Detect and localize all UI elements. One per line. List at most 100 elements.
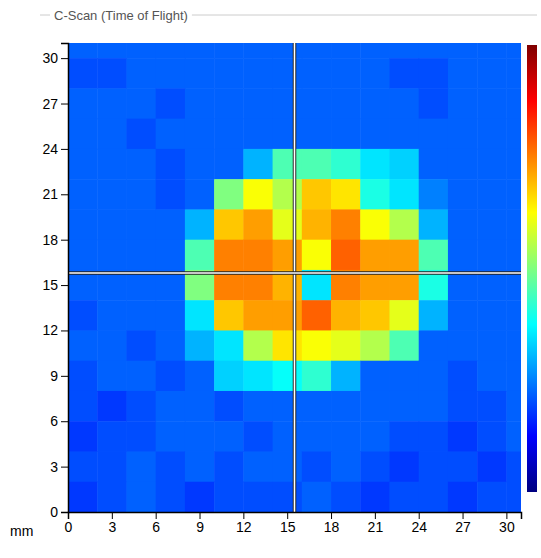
heat-cell <box>214 240 244 271</box>
heat-cell <box>97 391 127 422</box>
heat-cell <box>477 209 507 240</box>
heat-cell <box>185 149 215 180</box>
heat-cell <box>506 88 521 119</box>
heat-cell <box>97 482 127 512</box>
heat-cell <box>68 43 98 59</box>
heat-cell <box>68 209 98 240</box>
tick-label: 6 <box>50 413 58 429</box>
heat-cell <box>477 58 507 89</box>
heat-cell <box>68 179 98 210</box>
heat-cell <box>419 300 449 331</box>
tick: 30 <box>42 50 68 66</box>
heat-cell <box>273 119 303 150</box>
heat-cell <box>389 240 419 271</box>
tick-label: 9 <box>196 519 204 535</box>
heat-cell <box>156 421 186 452</box>
tick-mark <box>375 512 376 519</box>
heat-cell <box>185 361 215 392</box>
heat-cell <box>97 300 127 331</box>
heat-cell <box>156 451 186 482</box>
heat-cell <box>156 43 186 59</box>
heat-cell <box>419 119 449 150</box>
heat-cell <box>331 88 361 119</box>
heat-cell <box>419 482 449 512</box>
tick: 9 <box>50 368 68 384</box>
tick: 21 <box>42 186 68 202</box>
heat-cell <box>126 482 156 512</box>
colorbar <box>527 45 537 492</box>
heat-cell <box>273 88 303 119</box>
heat-cell <box>302 209 332 240</box>
heat-cell <box>506 43 521 59</box>
cursor-line[interactable] <box>68 272 521 274</box>
heat-cell <box>448 451 478 482</box>
heat-cell <box>477 149 507 180</box>
heat-cell <box>302 88 332 119</box>
heat-cell <box>448 209 478 240</box>
tick: 15 <box>42 277 68 293</box>
tick: 3 <box>108 512 116 535</box>
heat-cell <box>126 179 156 210</box>
heat-cell <box>126 119 156 150</box>
heat-cell <box>243 119 273 150</box>
heat-cell <box>156 240 186 271</box>
heat-cell <box>360 361 390 392</box>
heat-cell <box>302 482 332 512</box>
heat-cell <box>360 43 390 59</box>
heat-cell <box>214 300 244 331</box>
frame-line <box>192 15 537 16</box>
tick: 12 <box>236 512 252 535</box>
heat-cell <box>273 451 303 482</box>
heat-cell <box>243 361 273 392</box>
tick-label: 27 <box>42 95 58 111</box>
heat-cell <box>185 209 215 240</box>
heat-cell <box>389 209 419 240</box>
heat-cell <box>506 209 521 240</box>
heat-cell <box>360 240 390 271</box>
tick: 18 <box>324 512 340 535</box>
tick-label: 21 <box>368 519 384 535</box>
heat-cell <box>156 88 186 119</box>
tick-mark <box>61 467 68 468</box>
heat-cell <box>97 149 127 180</box>
heat-cell <box>331 119 361 150</box>
heat-cell <box>185 88 215 119</box>
tick-mark <box>506 512 507 519</box>
heat-cell <box>477 421 507 452</box>
heat-cell <box>389 58 419 89</box>
heat-cell <box>156 119 186 150</box>
tick-label: 0 <box>50 504 58 520</box>
heat-cell <box>477 300 507 331</box>
cursor-line[interactable] <box>294 43 296 512</box>
heat-cell <box>185 300 215 331</box>
heat-cell <box>389 421 419 452</box>
tick-label: 21 <box>42 186 58 202</box>
heat-cell <box>419 43 449 59</box>
heat-cell <box>156 330 186 361</box>
tick: 27 <box>42 95 68 111</box>
heat-cell <box>331 179 361 210</box>
heat-cell <box>97 119 127 150</box>
heat-cell <box>68 361 98 392</box>
heat-cell <box>68 119 98 150</box>
heat-cell <box>477 330 507 361</box>
heat-cell <box>273 300 303 331</box>
heat-cell <box>68 240 98 271</box>
tick: 0 <box>65 512 73 535</box>
heat-cell <box>97 361 127 392</box>
heat-cell <box>97 451 127 482</box>
heat-cell <box>185 58 215 89</box>
heat-cell <box>331 391 361 422</box>
tick-label: 9 <box>50 368 58 384</box>
heat-cell <box>273 330 303 361</box>
heat-cell <box>68 421 98 452</box>
heat-cell <box>331 58 361 89</box>
heat-cell <box>506 482 521 512</box>
heat-cell <box>331 421 361 452</box>
heat-cell <box>302 149 332 180</box>
heat-cell <box>360 391 390 422</box>
heat-cell <box>477 482 507 512</box>
heat-cell <box>506 240 521 271</box>
heat-cell <box>68 330 98 361</box>
heat-cell <box>389 119 419 150</box>
